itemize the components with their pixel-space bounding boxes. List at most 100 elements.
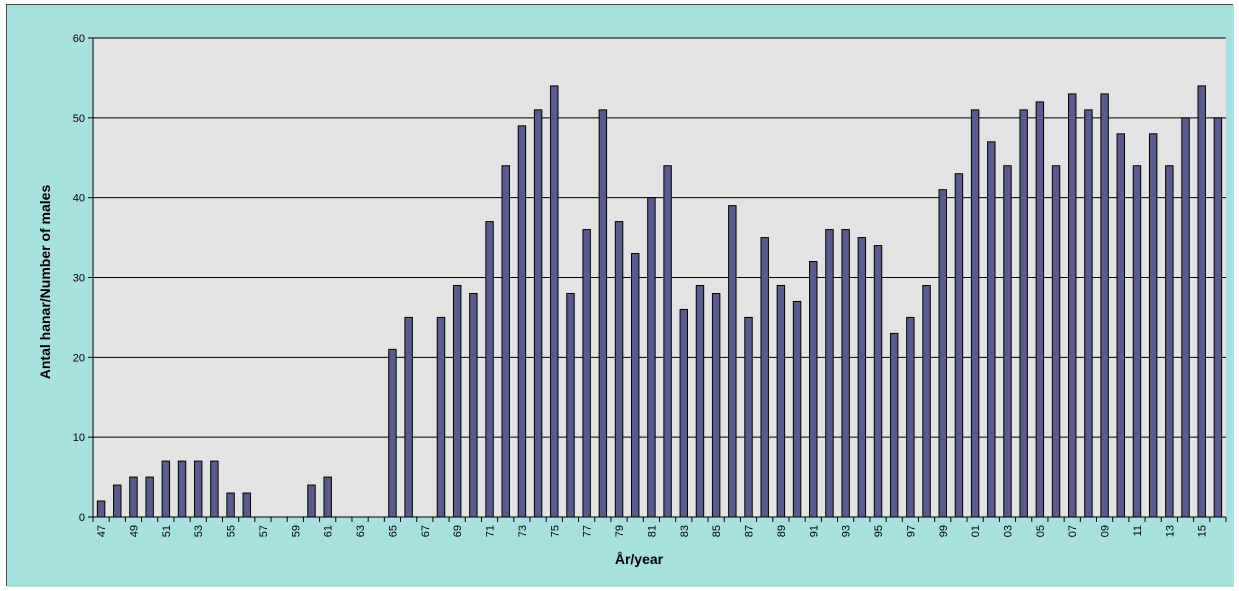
- bar-69: [452, 284, 462, 518]
- bar-66: [404, 316, 413, 518]
- bar-71: [485, 221, 494, 518]
- x-tick-label: 67: [420, 525, 432, 537]
- bar-74: [533, 109, 543, 518]
- bar-54: [210, 460, 219, 518]
- bar-49: [129, 476, 138, 518]
- bar-98: [922, 284, 931, 518]
- bar-01: [970, 109, 980, 518]
- y-tick-label: 50: [73, 113, 85, 125]
- bar-05: [1035, 101, 1045, 518]
- bar-77: [582, 229, 591, 518]
- x-tick-label: 71: [485, 525, 497, 537]
- bar-48: [113, 484, 122, 518]
- x-tick-label: 03: [1002, 525, 1014, 537]
- bar-61: [323, 476, 332, 518]
- bar-12: [1148, 133, 1158, 518]
- bar-07: [1068, 93, 1077, 518]
- bar-55: [226, 492, 235, 518]
- y-tick-label: 60: [73, 33, 85, 45]
- x-tick-label: 83: [679, 525, 691, 537]
- x-tick-label: 13: [1164, 525, 1176, 537]
- bar-79: [614, 221, 624, 518]
- bar-16: [1213, 117, 1223, 518]
- x-tick-label: 47: [96, 525, 108, 537]
- bar-91: [809, 261, 818, 518]
- bar-50: [145, 476, 154, 518]
- x-tick-label: 09: [1100, 525, 1112, 537]
- x-tick-label: 01: [970, 525, 982, 537]
- bar-72: [501, 165, 510, 518]
- y-tick-label: 10: [73, 432, 85, 444]
- bar-68: [436, 316, 446, 518]
- bar-94: [857, 237, 867, 518]
- x-tick-label: 91: [808, 525, 820, 537]
- bar-78: [598, 109, 608, 518]
- bar-93: [841, 229, 850, 518]
- bar-65: [388, 348, 397, 518]
- x-tick-label: 55: [226, 525, 238, 537]
- x-tick-label: 57: [258, 525, 270, 537]
- y-tick-label: 30: [73, 273, 85, 285]
- x-tick-label: 07: [1067, 525, 1079, 537]
- bar-88: [760, 237, 769, 518]
- x-tick-label: 77: [582, 525, 594, 537]
- x-tick-label: 99: [938, 525, 950, 537]
- x-tick-label: 79: [614, 525, 626, 537]
- x-tick-label: 85: [711, 525, 723, 537]
- bar-70: [469, 292, 478, 518]
- bar-83: [679, 308, 689, 518]
- bar-99: [938, 189, 947, 518]
- bar-60: [307, 484, 316, 518]
- x-tick-label: 69: [452, 525, 464, 537]
- x-tick-label: 15: [1197, 525, 1209, 537]
- bar-08: [1084, 109, 1093, 518]
- y-tick-label: 40: [73, 193, 85, 205]
- bar-14: [1181, 117, 1190, 518]
- bar-09: [1100, 93, 1109, 518]
- bar-85: [711, 292, 721, 518]
- x-tick-label: 65: [387, 525, 399, 537]
- bar-95: [873, 245, 883, 518]
- x-tick-label: 93: [841, 525, 853, 537]
- x-tick-label: 87: [744, 525, 756, 537]
- bar-02: [987, 141, 996, 518]
- x-tick-label: 53: [193, 525, 205, 537]
- bar-56: [242, 492, 251, 518]
- bar-80: [630, 253, 640, 518]
- bar-73: [517, 125, 527, 518]
- bar-82: [663, 165, 672, 518]
- bar-11: [1132, 165, 1142, 518]
- bar-89: [776, 284, 786, 518]
- bar-96: [889, 332, 899, 518]
- bar-92: [825, 229, 834, 518]
- bar-06: [1051, 165, 1061, 518]
- x-tick-label: 89: [776, 525, 788, 537]
- bars: [96, 85, 1223, 518]
- x-tick-label: 05: [1035, 525, 1047, 537]
- bar-75: [550, 85, 559, 518]
- bar-87: [744, 316, 753, 518]
- x-tick-label: 63: [355, 525, 367, 537]
- x-axis-title: År/year: [615, 551, 664, 567]
- bar-13: [1165, 165, 1174, 518]
- bar-97: [906, 316, 915, 518]
- x-tick-label: 59: [290, 525, 302, 537]
- bar-10: [1116, 133, 1126, 518]
- x-tick-label: 81: [646, 525, 658, 537]
- y-tick-label: 0: [79, 512, 85, 524]
- bar-00: [954, 173, 964, 518]
- bar-76: [566, 292, 575, 518]
- x-tick-label: 49: [128, 525, 140, 537]
- bar-90: [792, 300, 802, 518]
- x-tick-label: 97: [905, 525, 917, 537]
- bar-81: [647, 197, 656, 518]
- bar-51: [161, 460, 171, 518]
- x-tick-label: 73: [517, 525, 529, 537]
- bar-47: [96, 500, 106, 518]
- y-tick-label: 20: [73, 352, 85, 364]
- bar-53: [193, 460, 203, 518]
- x-tick-label: 11: [1132, 525, 1144, 536]
- y-tick-labels: 0 10 20 30 40 50 60: [73, 33, 93, 524]
- x-tick-labels: 47 49 51 53 55 57 59 61 63 65 67 69 71 73 75 77 79 81 83 85…: [92, 517, 1227, 537]
